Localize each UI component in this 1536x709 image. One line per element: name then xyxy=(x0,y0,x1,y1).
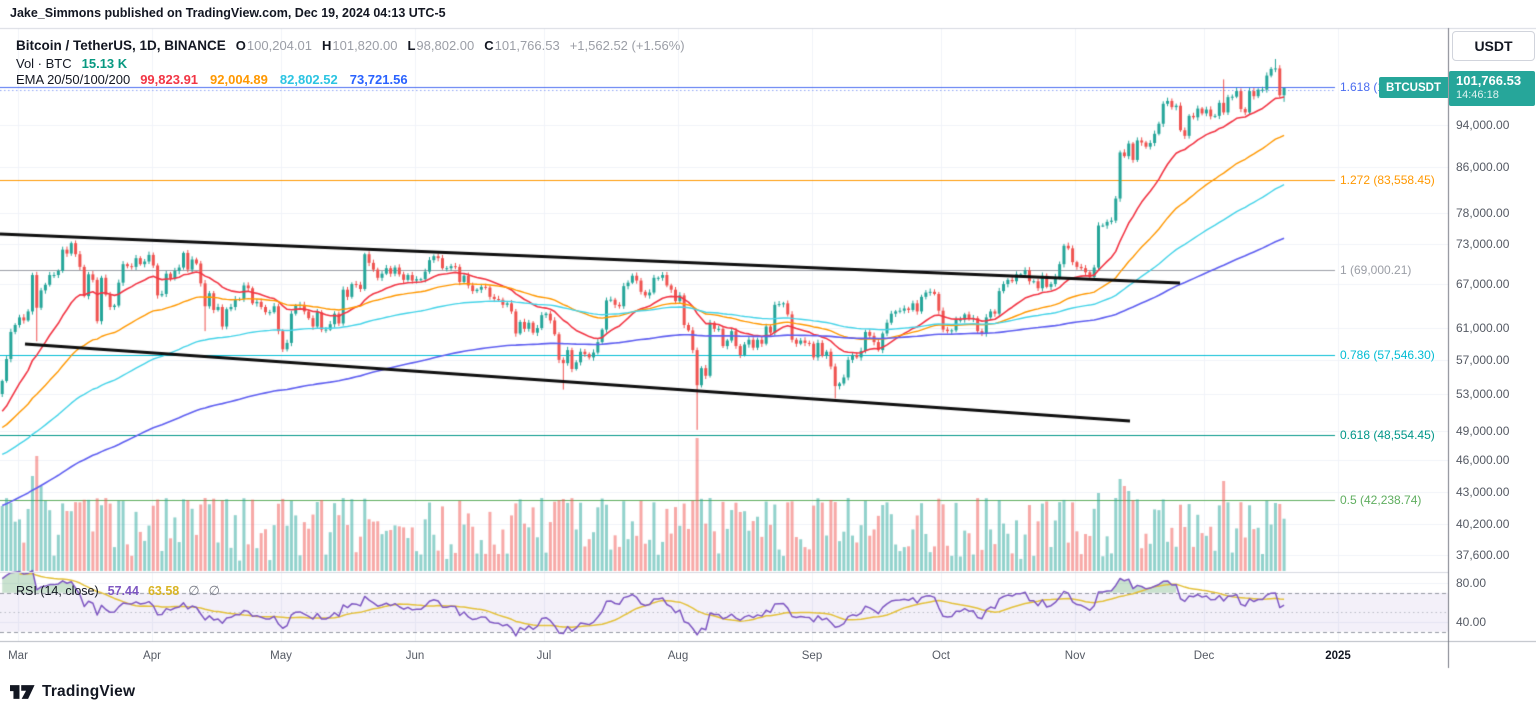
time-tick-Dec: Dec xyxy=(1193,650,1215,662)
ohlc-value-c: C101,766.53 xyxy=(484,38,560,53)
bar-countdown: 14:46:18 xyxy=(1456,89,1499,101)
fib-level-label-1.272: 1.272 (83,558.45) xyxy=(1340,173,1435,188)
rsi-label[interactable]: RSI (14, close) xyxy=(16,584,99,598)
price-tick-label: 37,600.00 xyxy=(1456,548,1510,562)
price-tick-label: 67,000.00 xyxy=(1456,277,1510,292)
price-tick-label: 53,000.00 xyxy=(1456,386,1510,401)
currency-toggle-button[interactable]: USDT xyxy=(1452,31,1535,61)
rsi-ma-value: 63.58 xyxy=(147,584,180,598)
rsi-tick-label: 80.00 xyxy=(1456,576,1487,590)
time-tick-Jul: Jul xyxy=(536,650,552,662)
change-value: +1,562.52 (+1.56%) xyxy=(569,38,685,53)
price-tick-label: 57,000.00 xyxy=(1456,352,1510,367)
symbol-legend-row: Bitcoin / TetherUS, 1D, BINANCE O100,204… xyxy=(16,38,685,53)
rsi-empty-icon: ∅ xyxy=(188,583,200,598)
tradingview-logo-icon xyxy=(10,685,35,699)
rsi-legend-row: RSI (14, close) 57.44 63.58 ∅ ∅ xyxy=(16,583,220,599)
symbol-title[interactable]: Bitcoin / TetherUS, 1D, BINANCE xyxy=(16,38,226,53)
time-tick-Jun: Jun xyxy=(405,650,425,662)
fib-level-label-0.786: 0.786 (57,546.30) xyxy=(1340,348,1435,363)
time-tick-Sep: Sep xyxy=(801,650,823,662)
price-tick-label: 49,000.00 xyxy=(1456,423,1510,438)
volume-value: 15.13 K xyxy=(81,56,128,71)
ema-value-3: 82,802.52 xyxy=(279,72,338,87)
volume-label[interactable]: Vol · BTC xyxy=(16,56,72,71)
rsi-tick-label: 40.00 xyxy=(1456,615,1487,629)
symbol-badge: BTCUSDT xyxy=(1379,77,1448,98)
ohlc-value-h: H101,820.00 xyxy=(321,38,398,53)
time-tick-May: May xyxy=(270,650,292,662)
last-price-box: 101,766.53 14:46:18 xyxy=(1449,71,1535,106)
attribution-text: Jake_Simmons published on TradingView.co… xyxy=(10,6,446,20)
ema-label[interactable]: EMA 20/50/100/200 xyxy=(16,72,131,87)
time-tick-Aug: Aug xyxy=(667,650,689,662)
price-tick-label: 46,000.00 xyxy=(1456,453,1510,468)
price-tick-label: 73,000.00 xyxy=(1456,236,1510,251)
ema-value-2: 92,004.89 xyxy=(210,72,268,87)
price-tick-label: 40,200.00 xyxy=(1456,516,1510,531)
fib-level-label-0.5: 0.5 (42,238.74) xyxy=(1340,493,1422,508)
ohlc-values: O100,204.01 H101,820.00 L98,802.00 C101,766… xyxy=(236,38,560,53)
ema-values: 99,823.91 92,004.89 82,802.52 73,721.56 xyxy=(140,72,407,87)
time-tick-Nov: Nov xyxy=(1064,650,1086,662)
price-tick-label: 43,000.00 xyxy=(1456,485,1510,500)
ohlc-value-l: L98,802.00 xyxy=(407,38,475,53)
volume-legend-row: Vol · BTC 15.13 K xyxy=(16,56,127,71)
ohlc-value-o: O100,204.01 xyxy=(235,38,312,53)
tradingview-logo[interactable]: TradingView xyxy=(10,682,135,702)
tradingview-logo-text: TradingView xyxy=(42,683,136,700)
time-tick-Oct: Oct xyxy=(932,650,950,662)
price-tick-label: 86,000.00 xyxy=(1456,159,1510,174)
price-tick-label: 61,000.00 xyxy=(1456,321,1510,336)
rsi-empty-icon: ∅ xyxy=(208,583,220,598)
time-tick-Mar: Mar xyxy=(8,650,28,662)
ema-legend-row: EMA 20/50/100/200 99,823.91 92,004.89 82,8… xyxy=(16,72,408,87)
price-tick-label: 94,000.00 xyxy=(1456,118,1510,133)
rsi-value: 57.44 xyxy=(107,584,139,598)
time-tick-Apr: Apr xyxy=(143,650,161,662)
ema-value-4: 73,721.56 xyxy=(349,72,408,87)
last-price: 101,766.53 xyxy=(1456,73,1522,88)
ema-value-1: 99,823.91 xyxy=(140,72,199,87)
fib-level-label-1: 1 (69,000.21) xyxy=(1340,263,1412,278)
time-tick-2025: 2025 xyxy=(1325,650,1351,662)
price-tick-label: 78,000.00 xyxy=(1456,205,1510,220)
fib-level-label-0.618: 0.618 (48,554.45) xyxy=(1340,428,1435,443)
